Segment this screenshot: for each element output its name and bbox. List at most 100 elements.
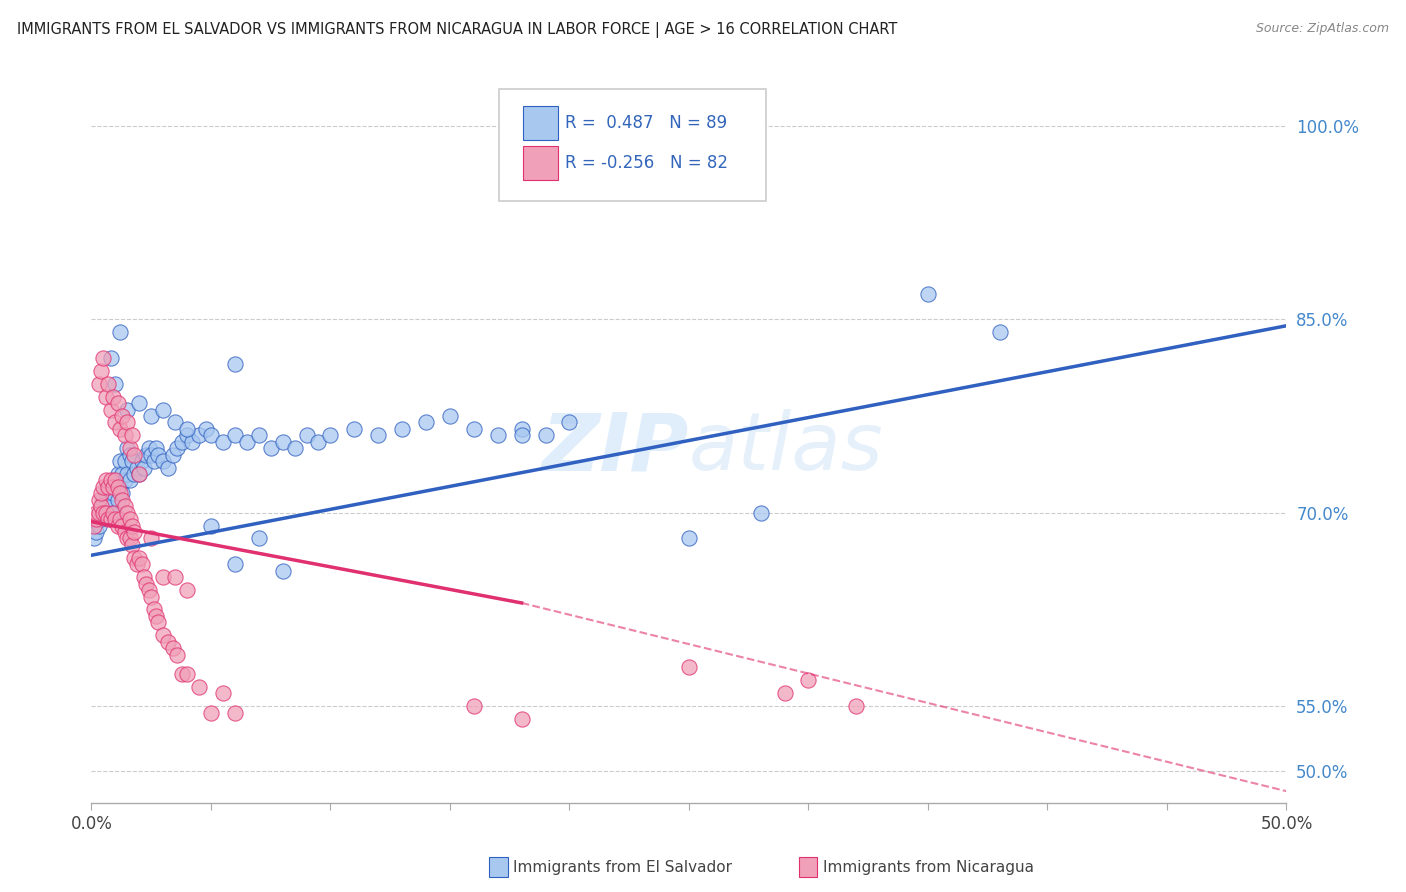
Point <box>97 480 120 494</box>
Point <box>132 570 155 584</box>
Point <box>439 409 461 423</box>
Point <box>104 480 127 494</box>
Point <box>90 486 112 500</box>
Point <box>93 480 114 494</box>
Point <box>534 428 557 442</box>
Point <box>162 448 184 462</box>
Point <box>108 486 131 500</box>
Point <box>132 460 155 475</box>
Point <box>176 428 198 442</box>
Point <box>259 441 281 455</box>
Point <box>176 666 198 681</box>
Point <box>108 512 131 526</box>
Point <box>115 532 138 546</box>
Point <box>128 467 150 481</box>
Point <box>166 648 188 662</box>
Point <box>152 402 174 417</box>
Point <box>391 422 413 436</box>
Point <box>90 512 112 526</box>
Point <box>141 448 162 462</box>
Point <box>84 512 107 526</box>
Point <box>87 506 110 520</box>
Point <box>163 416 186 430</box>
Point <box>84 524 107 539</box>
Point <box>917 286 939 301</box>
Point <box>128 467 150 481</box>
Point <box>486 428 509 442</box>
Point <box>100 492 122 507</box>
Point <box>187 680 211 694</box>
Point <box>118 532 141 546</box>
Point <box>284 441 307 455</box>
Point <box>93 506 114 520</box>
Point <box>101 506 124 520</box>
Point <box>104 506 127 520</box>
Point <box>988 325 1011 339</box>
Point <box>295 428 318 442</box>
Point <box>84 506 107 520</box>
Point <box>271 564 294 578</box>
Point <box>108 454 131 468</box>
Point <box>367 428 389 442</box>
Point <box>121 518 143 533</box>
Point <box>343 422 366 436</box>
Point <box>247 532 270 546</box>
Point <box>145 441 167 455</box>
Point <box>114 454 136 468</box>
Point <box>141 409 162 423</box>
Point <box>97 506 120 520</box>
Point <box>156 460 179 475</box>
Point <box>111 486 134 500</box>
Point <box>125 460 148 475</box>
Point <box>111 467 134 481</box>
Point <box>90 364 112 378</box>
Point <box>148 448 170 462</box>
Point <box>200 518 222 533</box>
Point <box>224 428 246 442</box>
Point <box>118 448 141 462</box>
Point <box>224 358 246 372</box>
Point <box>135 576 157 591</box>
Point <box>211 686 233 700</box>
Point <box>107 396 129 410</box>
Point <box>121 538 143 552</box>
Point <box>104 512 127 526</box>
Point <box>100 512 122 526</box>
Point <box>124 524 146 539</box>
Point <box>247 428 270 442</box>
Point <box>172 434 194 449</box>
Point <box>148 615 170 630</box>
Point <box>111 409 134 423</box>
Point <box>124 448 146 462</box>
Point <box>176 582 198 597</box>
Point <box>131 558 153 572</box>
Point <box>142 454 165 468</box>
Point <box>463 422 485 436</box>
Point <box>93 492 114 507</box>
Point <box>83 518 105 533</box>
Point <box>108 480 131 494</box>
Point <box>138 582 160 597</box>
Point <box>162 641 184 656</box>
Point <box>118 441 141 455</box>
Point <box>104 416 127 430</box>
Point <box>101 480 124 494</box>
Point <box>87 376 110 391</box>
Point <box>749 506 772 520</box>
Text: Immigrants from El Salvador: Immigrants from El Salvador <box>513 860 733 874</box>
Point <box>128 550 150 565</box>
Point <box>307 434 329 449</box>
Point <box>111 492 134 507</box>
Point <box>90 500 112 514</box>
Point <box>101 506 124 520</box>
Point <box>104 474 127 488</box>
Point <box>200 706 222 720</box>
Text: R =  0.487   N = 89: R = 0.487 N = 89 <box>565 114 727 132</box>
Point <box>152 628 174 642</box>
Point <box>558 416 581 430</box>
Point <box>87 518 110 533</box>
Point <box>100 512 122 526</box>
Point <box>114 500 136 514</box>
Point <box>678 532 700 546</box>
Point <box>87 492 110 507</box>
